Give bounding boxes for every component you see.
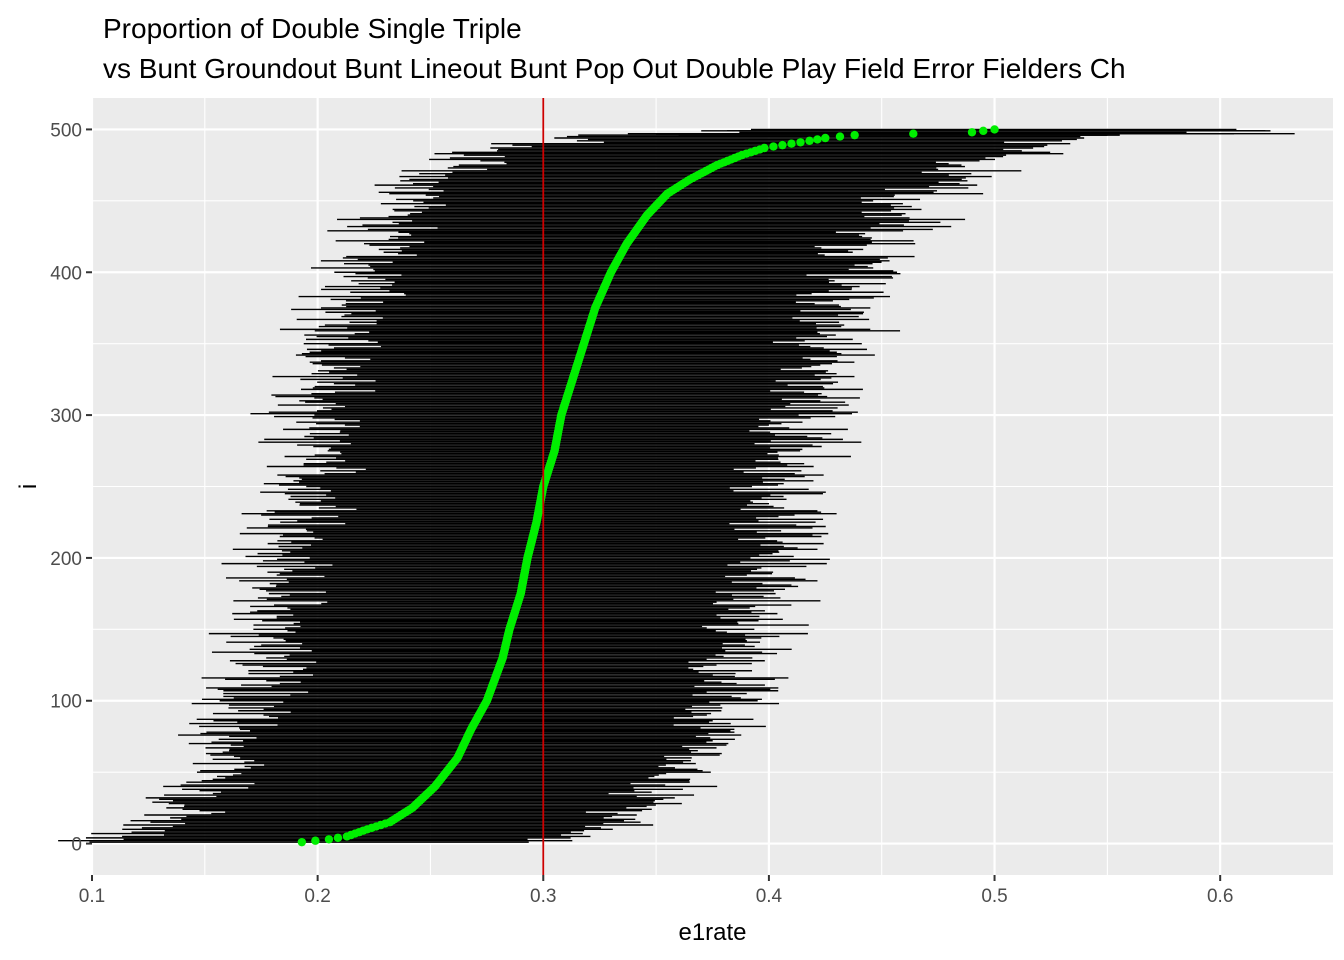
data-points	[297, 125, 999, 847]
data-point	[850, 130, 859, 140]
y-tick-label: 300	[50, 406, 82, 427]
y-axis: 0 100 200 300 400 500	[50, 120, 92, 856]
y-tick-label: 100	[50, 692, 82, 713]
data-point	[990, 125, 999, 134]
data-point	[333, 833, 343, 843]
data-point	[796, 138, 805, 147]
chart-title-line-1: Proportion of Double Single Triple	[103, 13, 522, 44]
x-tick-label: 0.5	[981, 886, 1007, 907]
interval-lines	[58, 128, 1295, 843]
data-point	[909, 129, 918, 138]
data-point	[297, 837, 307, 847]
y-tick-label: 500	[50, 120, 82, 141]
y-tick-label: 0	[71, 835, 82, 856]
data-point	[769, 142, 778, 151]
data-point	[311, 836, 320, 845]
y-tick-label: 200	[50, 549, 82, 570]
data-point	[813, 135, 822, 144]
data-point	[787, 139, 796, 148]
y-tick-label: 400	[50, 263, 82, 284]
x-tick-label: 0.2	[304, 886, 330, 907]
x-tick-label: 0.1	[79, 886, 105, 907]
data-point	[967, 128, 977, 137]
x-tick-label: 0.3	[530, 886, 556, 907]
y-axis-label: i	[15, 484, 42, 489]
x-tick-label: 0.6	[1207, 886, 1233, 907]
data-point	[821, 133, 830, 143]
chart-title-line-2: vs Bunt Groundout Bunt Lineout Bunt Pop …	[103, 53, 1126, 84]
x-tick-label: 0.4	[756, 886, 783, 907]
data-point	[835, 132, 845, 141]
data-point	[760, 143, 769, 153]
data-point	[805, 136, 814, 146]
data-point	[979, 126, 988, 136]
x-axis: 0.1 0.2 0.3 0.4 0.5 0.6	[79, 875, 1233, 907]
x-axis-label: e1rate	[678, 919, 746, 946]
data-point	[778, 140, 787, 150]
data-point	[324, 835, 334, 844]
